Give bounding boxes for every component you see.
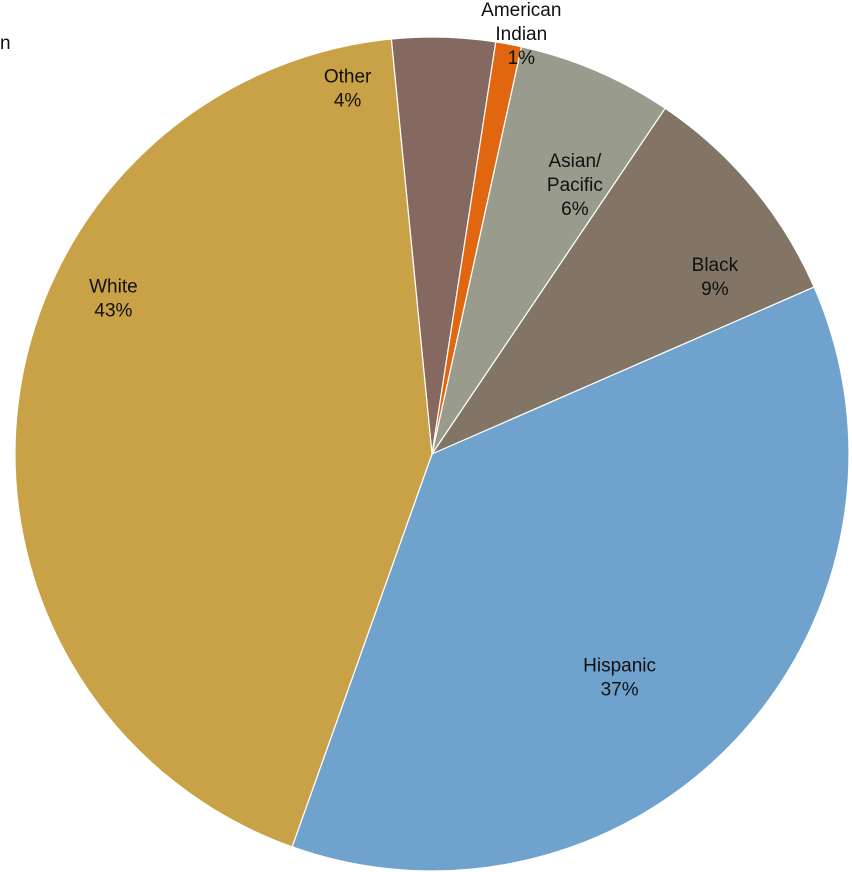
slice-name: Hispanic — [583, 656, 656, 677]
slice-name: Pacific — [547, 175, 603, 196]
pie-labels: Other 4% American Indian 1% Asian/Pacific 6% Bl… — [89, 0, 739, 701]
slice-label-asian-pacific: Asian/Pacific 6% — [547, 151, 603, 220]
slice-label-hispanic: Hispanic 37% — [583, 656, 656, 701]
slice-label-white: White 43% — [89, 277, 138, 322]
slice-label-american-indian: American Indian 1% — [481, 0, 561, 69]
slice-percent: 9% — [701, 279, 729, 300]
pie-slice-black — [430, 107, 815, 456]
slice-name: White — [89, 277, 138, 298]
pie-slice-hispanic — [291, 286, 850, 872]
pie-slice-white — [14, 38, 433, 848]
slice-percent: 37% — [601, 680, 639, 701]
slice-percent: 6% — [561, 199, 589, 220]
slice-name: American — [481, 0, 561, 21]
pie-slice-asian-pacific — [431, 46, 667, 455]
slice-name: Other — [324, 66, 372, 87]
slice-percent: 43% — [94, 301, 132, 322]
slice-label-other: Other 4% — [324, 66, 372, 111]
slice-label-black: Black 9% — [692, 255, 739, 300]
slice-percent: 1% — [508, 48, 536, 69]
slice-name: Black — [692, 255, 739, 276]
clipped-label-fragment: n — [0, 33, 11, 54]
slice-name: Asian/ — [548, 151, 602, 172]
slice-percent: 4% — [334, 90, 362, 111]
pie-slices — [14, 36, 850, 872]
slice-name: Indian — [495, 24, 547, 45]
